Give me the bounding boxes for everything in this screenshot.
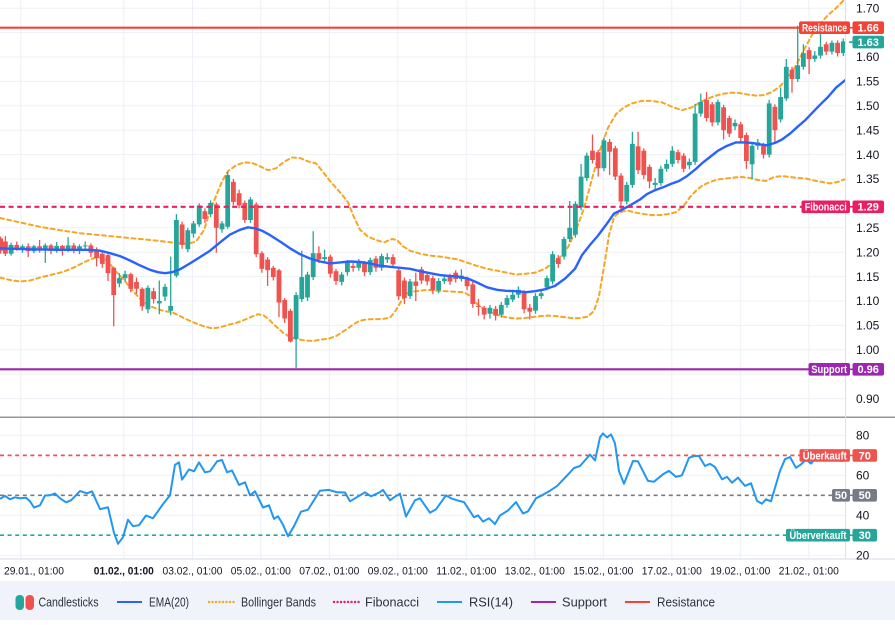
- svg-text:20: 20: [856, 548, 870, 562]
- svg-text:1.70: 1.70: [856, 1, 880, 15]
- svg-text:RSI(14): RSI(14): [469, 595, 513, 610]
- svg-text:50: 50: [859, 490, 871, 502]
- svg-text:1.35: 1.35: [856, 172, 880, 186]
- svg-text:15.02., 01:00: 15.02., 01:00: [573, 566, 633, 578]
- svg-text:Support: Support: [811, 364, 847, 376]
- svg-text:1.45: 1.45: [856, 123, 880, 137]
- svg-text:05.02., 01:00: 05.02., 01:00: [231, 566, 291, 578]
- svg-text:60: 60: [856, 469, 870, 483]
- svg-text:Fibonacci: Fibonacci: [805, 202, 847, 214]
- svg-text:Resistance: Resistance: [802, 23, 847, 35]
- svg-text:1.00: 1.00: [856, 343, 880, 357]
- svg-text:Überverkauft: Überverkauft: [790, 529, 847, 542]
- svg-text:1.55: 1.55: [856, 75, 880, 89]
- svg-text:11.02., 01:00: 11.02., 01:00: [436, 566, 496, 578]
- svg-text:1.10: 1.10: [856, 294, 880, 308]
- svg-text:17.02., 01:00: 17.02., 01:00: [642, 566, 702, 578]
- svg-text:01.02., 01:00: 01.02., 01:00: [94, 566, 154, 578]
- svg-text:Resistance: Resistance: [657, 595, 715, 610]
- svg-text:13.02., 01:00: 13.02., 01:00: [505, 566, 565, 578]
- svg-text:30: 30: [859, 530, 871, 542]
- svg-text:1.40: 1.40: [856, 148, 880, 162]
- svg-text:1.29: 1.29: [857, 202, 878, 214]
- svg-text:70: 70: [859, 450, 871, 462]
- svg-text:Überkauft: Überkauft: [803, 449, 847, 462]
- svg-text:1.50: 1.50: [856, 99, 880, 113]
- svg-text:1.15: 1.15: [856, 270, 880, 284]
- svg-text:1.05: 1.05: [856, 319, 880, 333]
- svg-text:1.20: 1.20: [856, 245, 880, 259]
- svg-text:19.02., 01:00: 19.02., 01:00: [710, 566, 770, 578]
- svg-text:EMA(20): EMA(20): [149, 595, 189, 610]
- svg-text:0.96: 0.96: [857, 364, 878, 376]
- svg-text:1.60: 1.60: [856, 50, 880, 64]
- svg-text:09.02., 01:00: 09.02., 01:00: [368, 566, 428, 578]
- svg-text:03.02., 01:00: 03.02., 01:00: [163, 566, 223, 578]
- svg-text:29.01., 01:00: 29.01., 01:00: [4, 566, 64, 578]
- svg-text:40: 40: [856, 509, 870, 523]
- svg-text:Bollinger Bands: Bollinger Bands: [241, 595, 316, 610]
- svg-text:1.63: 1.63: [857, 37, 878, 49]
- svg-text:80: 80: [856, 429, 870, 443]
- svg-text:1.66: 1.66: [857, 23, 878, 35]
- svg-text:21.02., 01:00: 21.02., 01:00: [779, 566, 839, 578]
- svg-text:Support: Support: [562, 595, 607, 610]
- svg-text:Candlesticks: Candlesticks: [39, 595, 99, 610]
- svg-text:0.90: 0.90: [856, 392, 880, 406]
- svg-text:Fibonacci: Fibonacci: [365, 595, 419, 610]
- svg-text:1.25: 1.25: [856, 221, 880, 235]
- svg-text:50: 50: [835, 490, 847, 502]
- svg-text:07.02., 01:00: 07.02., 01:00: [299, 566, 359, 578]
